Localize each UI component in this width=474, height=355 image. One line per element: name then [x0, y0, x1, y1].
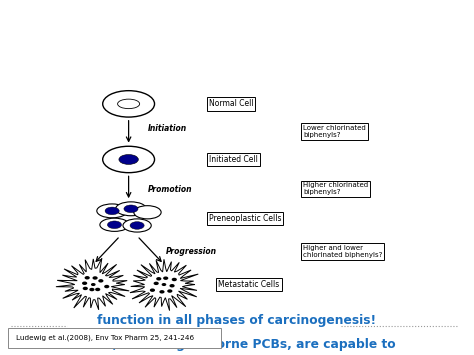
Ellipse shape	[98, 279, 103, 283]
Ellipse shape	[163, 277, 168, 280]
FancyBboxPatch shape	[9, 328, 220, 348]
Text: function in all phases of carcinogenesis!: function in all phases of carcinogenesis…	[98, 314, 376, 327]
Ellipse shape	[92, 276, 98, 280]
Text: Higher chlorinated
biphenyls?: Higher chlorinated biphenyls?	[303, 182, 368, 196]
Ellipse shape	[123, 219, 151, 232]
Ellipse shape	[172, 278, 177, 281]
Text: Higher and lower
chlorinated biphenyls?: Higher and lower chlorinated biphenyls?	[303, 245, 383, 258]
Ellipse shape	[103, 91, 155, 117]
Text: PCBs, including airborne PCBs, are capable to: PCBs, including airborne PCBs, are capab…	[78, 338, 396, 351]
Ellipse shape	[100, 218, 129, 231]
Text: Lower chlorinated
biphenyls?: Lower chlorinated biphenyls?	[303, 125, 366, 138]
Ellipse shape	[105, 207, 119, 215]
Ellipse shape	[104, 285, 109, 288]
Ellipse shape	[154, 282, 159, 285]
Ellipse shape	[82, 282, 87, 285]
Ellipse shape	[162, 283, 166, 286]
Ellipse shape	[118, 99, 140, 109]
Ellipse shape	[91, 283, 96, 286]
Ellipse shape	[103, 146, 155, 173]
Ellipse shape	[84, 276, 90, 279]
Ellipse shape	[119, 154, 138, 164]
Ellipse shape	[89, 288, 94, 291]
Ellipse shape	[95, 288, 100, 291]
Ellipse shape	[82, 287, 88, 290]
Text: Initiation: Initiation	[147, 124, 187, 133]
Ellipse shape	[159, 290, 164, 294]
Text: Preneoplastic Cells: Preneoplastic Cells	[209, 214, 281, 223]
Text: Progression: Progression	[166, 247, 217, 256]
Ellipse shape	[124, 205, 138, 213]
Text: Initiated Cell: Initiated Cell	[209, 155, 257, 164]
Ellipse shape	[150, 289, 155, 292]
Ellipse shape	[130, 222, 144, 229]
Ellipse shape	[167, 289, 173, 293]
Polygon shape	[130, 259, 198, 311]
Text: Promotion: Promotion	[147, 185, 192, 194]
Ellipse shape	[108, 221, 121, 229]
Ellipse shape	[156, 277, 161, 280]
Ellipse shape	[134, 206, 161, 219]
Ellipse shape	[97, 204, 128, 218]
Text: Metastatic Cells: Metastatic Cells	[218, 280, 279, 289]
Polygon shape	[56, 258, 129, 310]
Text: Normal Cell: Normal Cell	[209, 99, 253, 108]
Ellipse shape	[170, 284, 174, 288]
Text: Ludewig et al.(2008), Env Tox Pharm 25, 241-246: Ludewig et al.(2008), Env Tox Pharm 25, …	[16, 335, 194, 341]
Ellipse shape	[116, 202, 146, 216]
